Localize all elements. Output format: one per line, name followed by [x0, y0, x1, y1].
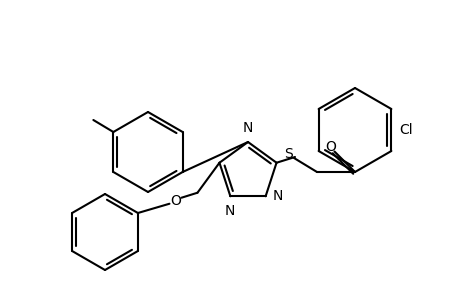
Text: N: N	[242, 121, 252, 135]
Text: O: O	[324, 140, 335, 154]
Text: O: O	[170, 194, 180, 208]
Text: Cl: Cl	[398, 123, 412, 137]
Text: S: S	[284, 147, 293, 161]
Text: N: N	[224, 204, 234, 218]
Text: N: N	[272, 189, 282, 203]
